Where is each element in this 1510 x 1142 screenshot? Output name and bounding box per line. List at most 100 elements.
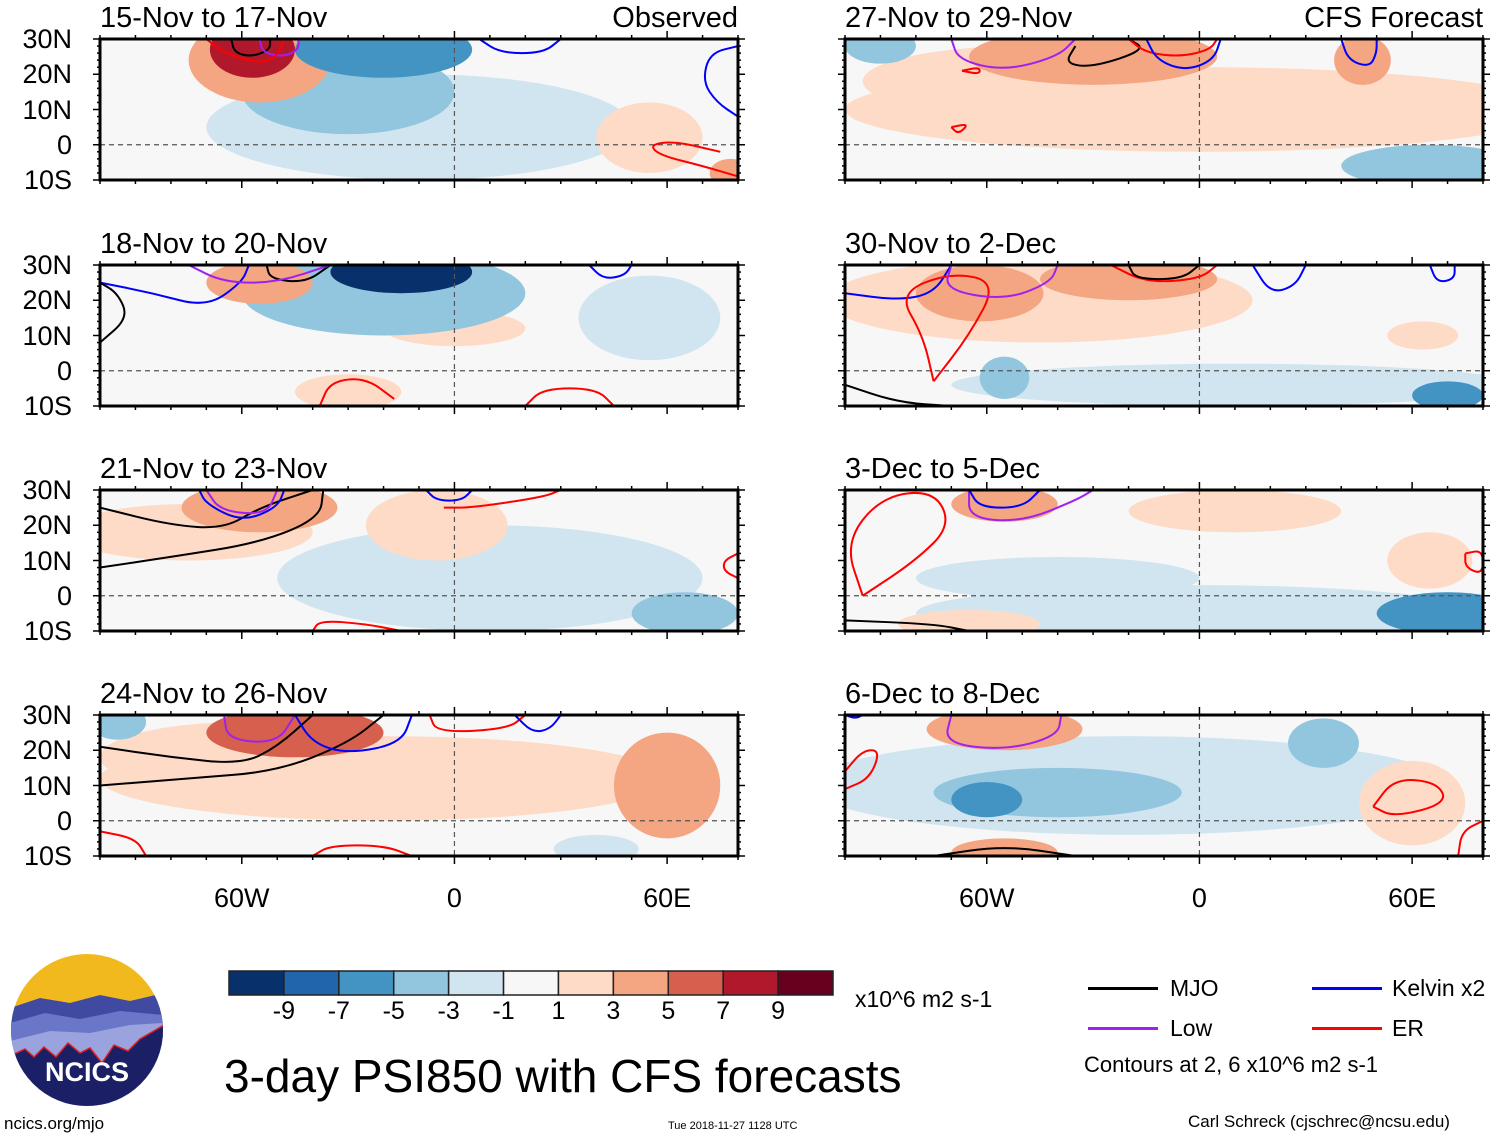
positive-anomaly [596, 102, 703, 173]
colorbar-tick-label: -9 [272, 997, 296, 1025]
kelvin-contour [845, 265, 953, 300]
y-tick-label: 30N [22, 475, 72, 505]
map-panel [838, 257, 1490, 414]
panel-title: 30-Nov to 2-Dec [845, 228, 1057, 260]
kelvin-contour [294, 715, 413, 753]
colorbar-swatch [502, 970, 560, 996]
er-contour [205, 39, 286, 63]
positive-anomaly [1387, 321, 1459, 350]
negative-anomaly [631, 592, 738, 631]
mjo-contour [1067, 39, 1141, 67]
negative-anomaly [951, 781, 1023, 818]
panel-title: 27-Nov to 29-Nov [845, 2, 1073, 34]
er-contour [905, 274, 990, 382]
positive-anomaly [209, 39, 295, 78]
y-tick-label: 10S [23, 165, 72, 195]
x-tick-label: 60W [959, 883, 1015, 913]
panel-title: 3-Dec to 5-Dec [845, 453, 1041, 485]
ncics-logo: NCICS [11, 954, 163, 1106]
er-contour [443, 490, 562, 509]
negative-anomaly [845, 39, 916, 64]
legend-swatch-low [1088, 1027, 1158, 1030]
y-tick-label: 0 [56, 580, 72, 611]
mjo-contour [265, 265, 331, 283]
panel-title: 6-Dec to 8-Dec [845, 678, 1041, 710]
mjo-contour [100, 490, 325, 569]
positive-anomaly [206, 715, 384, 758]
er-contour [318, 378, 395, 406]
y-tick-label: 0 [56, 355, 72, 386]
legend-swatch-er [1312, 1027, 1382, 1030]
y-tick-label: 10N [22, 320, 72, 351]
negative-anomaly [1288, 718, 1359, 768]
colorbar-units: x10^6 m2 s-1 [855, 986, 993, 1012]
y-tick-label: 10N [22, 545, 72, 576]
colorbar [228, 970, 834, 996]
y-tick-label: 20N [22, 59, 72, 90]
y-tick-label: 30N [22, 250, 72, 280]
er-contour [1127, 39, 1218, 57]
negative-anomaly [915, 556, 1200, 600]
positive-anomaly [926, 715, 1083, 751]
panel-title: 21-Nov to 23-Nov [100, 453, 328, 485]
er-contour [849, 491, 947, 597]
er-contour [428, 715, 526, 733]
map-panel [93, 482, 745, 639]
map-panel [838, 707, 1490, 864]
legend-swatch-kelvin [1312, 987, 1382, 990]
colorbar-swatch [557, 970, 615, 996]
positive-anomaly [969, 39, 1218, 85]
y-tick-label: 20N [22, 510, 72, 541]
y-tick-label: 10S [23, 616, 72, 646]
y-tick-label: 20N [22, 285, 72, 316]
colorbar-tick-label: 5 [661, 997, 676, 1025]
colorbar-swatch [338, 970, 395, 996]
y-tick-label: 0 [56, 129, 72, 160]
map-panel [93, 707, 745, 864]
observed-label: Observed [612, 2, 738, 34]
panel-title: 24-Nov to 26-Nov [100, 678, 328, 710]
map-panel [838, 482, 1490, 639]
low-contour [968, 490, 1094, 522]
negative-anomaly [294, 39, 473, 78]
positive-anomaly [951, 490, 1058, 522]
positive-anomaly [1039, 265, 1218, 301]
positive-anomaly [1128, 490, 1342, 533]
footer-url[interactable]: ncics.org/mjo [4, 1114, 105, 1133]
x-tick-label: 60E [643, 883, 692, 913]
negative-anomaly [951, 363, 1483, 406]
negative-anomaly [1341, 144, 1483, 180]
low-contour [258, 39, 300, 57]
negative-anomaly [979, 356, 1030, 399]
colorbar-tick-label: 3 [606, 997, 621, 1025]
colorbar-tick-label: -3 [437, 997, 460, 1025]
legend-label-er: ER [1392, 1015, 1424, 1041]
positive-anomaly [365, 490, 508, 561]
map-panel [93, 31, 745, 188]
negative-anomaly [277, 525, 703, 631]
legend-label-kelvin: Kelvin x2 [1392, 975, 1486, 1001]
legend-swatch-mjo [1088, 987, 1158, 990]
mjo-contour [845, 619, 970, 631]
y-tick-label: 0 [56, 805, 72, 836]
kelvin-contour [1428, 265, 1456, 283]
er-contour [1110, 265, 1218, 283]
map-panel [93, 257, 745, 414]
kelvin-contour [588, 265, 633, 279]
x-tick-label: 60W [214, 883, 270, 913]
colorbar-swatch [228, 970, 285, 996]
mjo-contour [230, 39, 272, 57]
map-panel [838, 31, 1490, 188]
colorbar-tick-label: 7 [716, 997, 731, 1025]
positive-anomaly [709, 158, 738, 180]
positive-anomaly [613, 732, 721, 839]
colorbar-swatch [283, 970, 340, 996]
y-tick-label: 20N [22, 735, 72, 766]
positive-anomaly [294, 374, 402, 406]
footer-author: Carl Schreck (cjschrec@ncsu.edu) [1188, 1112, 1450, 1131]
main-title: 3-day PSI850 with CFS forecasts [224, 1050, 902, 1102]
low-contour [946, 265, 1059, 298]
negative-anomaly [100, 715, 147, 740]
er-contour [524, 387, 615, 406]
colorbar-swatch [667, 970, 724, 996]
